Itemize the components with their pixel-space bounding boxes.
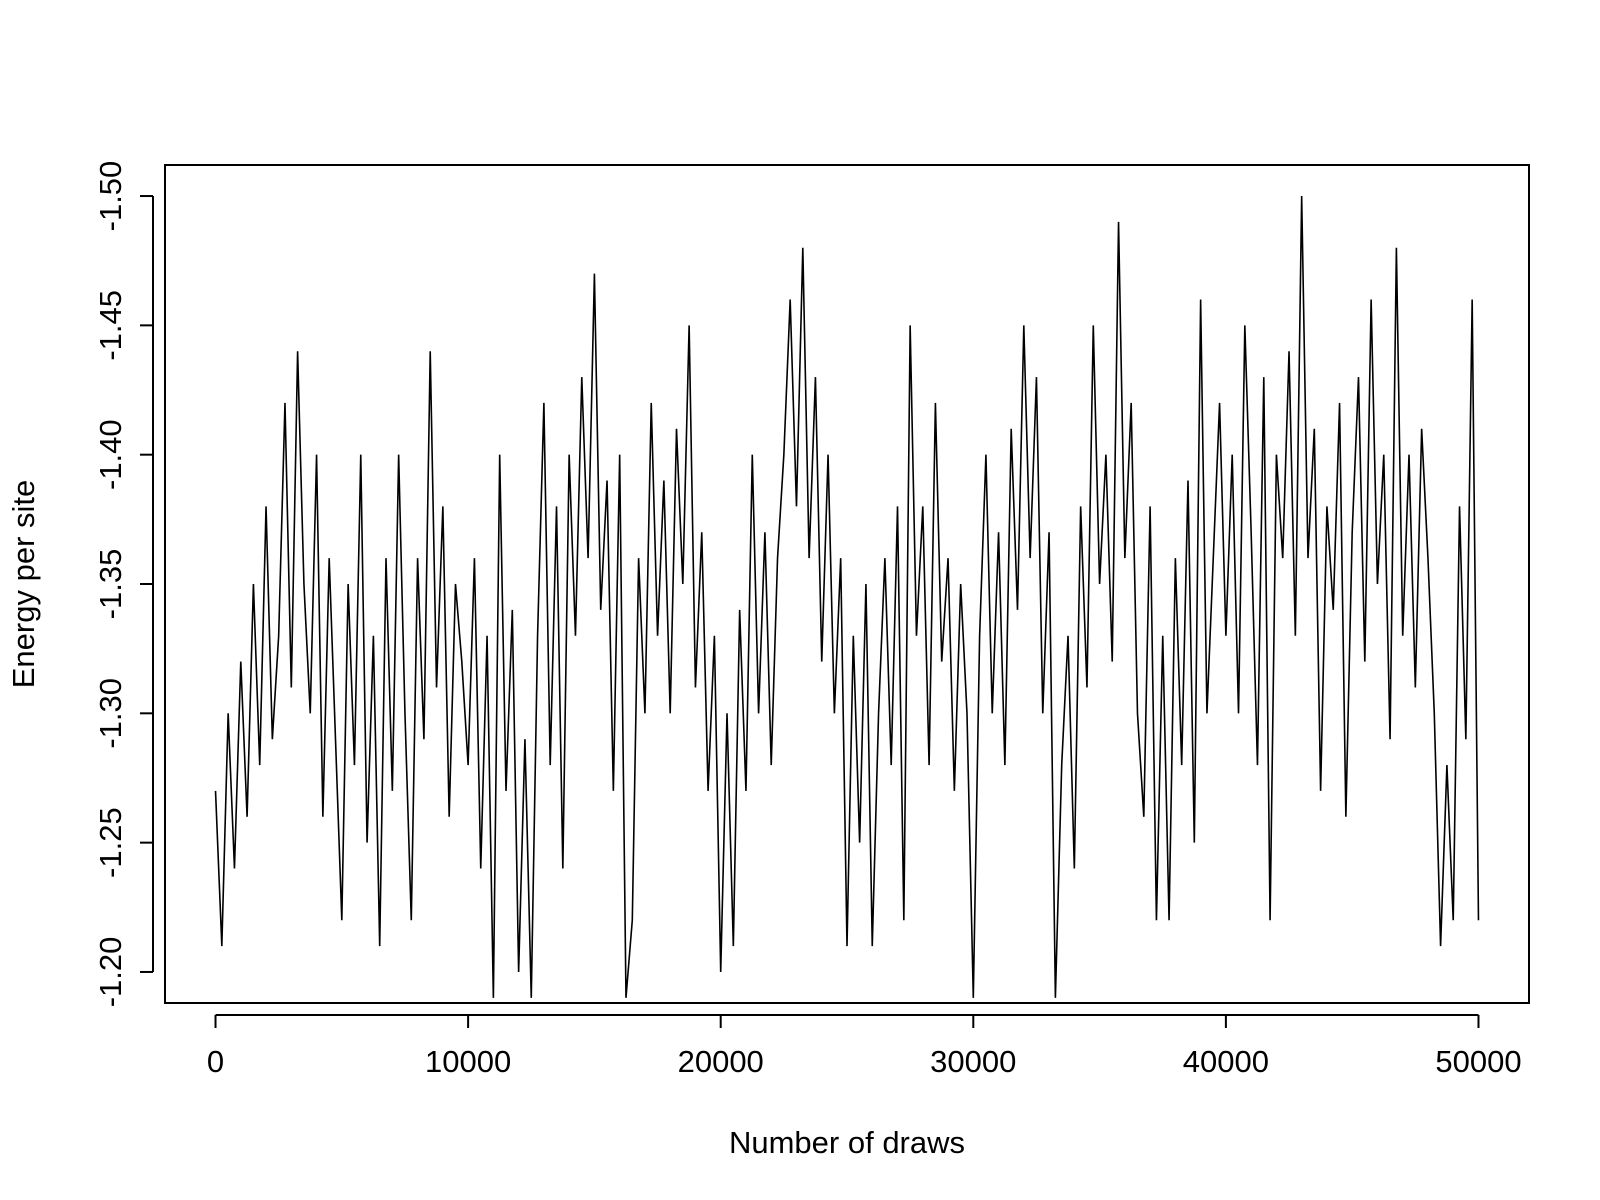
x-tick-label: 40000 [1183, 1044, 1269, 1079]
trace-line [214, 196, 1480, 998]
x-tick-label: 0 [207, 1044, 224, 1079]
y-tick-label: -1.45 [93, 290, 128, 361]
y-tick-label: -1.30 [93, 678, 128, 749]
x-tick-label: 10000 [425, 1044, 511, 1079]
y-tick-label: -1.35 [93, 549, 128, 620]
x-tick-label: 20000 [678, 1044, 764, 1079]
y-tick-label: -1.25 [93, 807, 128, 878]
x-tick-label: 30000 [930, 1044, 1016, 1079]
x-axis-title: Number of draws [729, 1125, 965, 1160]
y-axis-title: Energy per site [6, 480, 41, 689]
y-tick-label: -1.40 [93, 419, 128, 490]
y-tick-label: -1.50 [93, 161, 128, 232]
y-tick-label: -1.20 [93, 937, 128, 1008]
x-tick-label: 50000 [1435, 1044, 1521, 1079]
plot-box [164, 164, 1530, 1004]
